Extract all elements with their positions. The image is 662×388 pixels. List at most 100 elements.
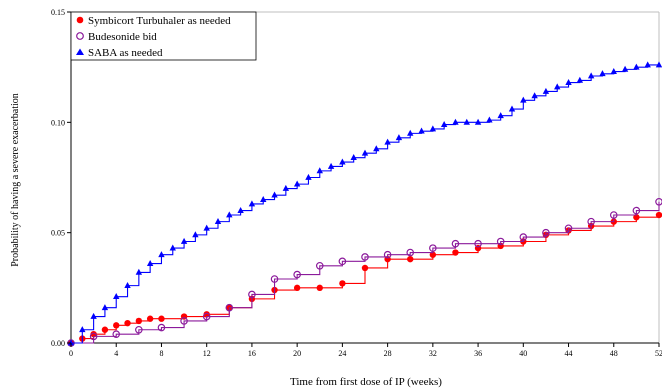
data-point-saba bbox=[554, 83, 561, 90]
data-point-symbicort bbox=[158, 315, 165, 322]
data-point-saba bbox=[90, 312, 97, 319]
data-point-symbicort bbox=[339, 280, 346, 287]
data-point-budesonide bbox=[293, 270, 301, 279]
data-point-saba bbox=[621, 65, 629, 72]
data-point-saba bbox=[531, 92, 538, 99]
legend-marker-budesonide bbox=[76, 32, 84, 40]
data-point-symbicort bbox=[135, 317, 143, 325]
data-point-saba bbox=[271, 191, 278, 198]
series-line-1 bbox=[71, 201, 660, 344]
series-layer bbox=[67, 61, 662, 347]
data-point-saba bbox=[463, 118, 470, 125]
data-point-budesonide bbox=[474, 239, 482, 248]
legend-label-saba: SABA as needed bbox=[88, 47, 163, 59]
data-point-budesonide bbox=[270, 275, 279, 283]
data-point-saba bbox=[248, 200, 256, 207]
data-point-saba bbox=[587, 72, 595, 79]
data-point-symbicort bbox=[113, 322, 120, 329]
data-point-budesonide bbox=[406, 248, 415, 257]
data-point-budesonide bbox=[542, 228, 550, 237]
data-point-budesonide bbox=[609, 211, 618, 219]
data-point-symbicort bbox=[452, 249, 459, 256]
data-point-saba bbox=[79, 326, 86, 333]
y-tick-label: 0.00 bbox=[51, 339, 65, 348]
data-point-budesonide bbox=[338, 257, 347, 266]
data-point-saba bbox=[452, 118, 459, 125]
data-point-saba bbox=[260, 195, 267, 202]
data-point-budesonide bbox=[496, 237, 505, 246]
data-point-symbicort bbox=[655, 211, 662, 219]
data-point-saba bbox=[633, 63, 640, 70]
data-point-budesonide bbox=[89, 332, 98, 341]
data-point-saba bbox=[214, 218, 222, 225]
legend-marker-saba bbox=[76, 48, 84, 55]
data-point-symbicort bbox=[429, 251, 437, 258]
series-line-2 bbox=[71, 64, 659, 344]
data-point-saba bbox=[576, 76, 584, 83]
y-axis-title: Probability of having a severe exacerbat… bbox=[10, 93, 21, 267]
x-tick-label: 44 bbox=[565, 349, 573, 358]
data-point-budesonide bbox=[564, 224, 573, 233]
data-point-saba bbox=[474, 118, 482, 125]
axes: 0 4 8 12 16 20 24 28 32 36 40 44 48 520.000.050.100.1… bbox=[51, 8, 662, 358]
data-point-saba bbox=[655, 61, 662, 68]
data-point-saba bbox=[293, 180, 301, 187]
series-line-0 bbox=[71, 215, 660, 344]
x-tick-label: 24 bbox=[338, 349, 346, 358]
x-tick-label: 12 bbox=[203, 349, 211, 358]
data-point-saba bbox=[418, 127, 425, 134]
data-point-saba bbox=[135, 268, 143, 275]
y-tick-label: 0.05 bbox=[51, 229, 65, 238]
data-point-saba bbox=[644, 61, 651, 68]
data-point-saba bbox=[373, 145, 380, 152]
data-point-budesonide bbox=[519, 233, 528, 241]
data-point-saba bbox=[339, 158, 346, 165]
data-point-saba bbox=[305, 173, 312, 180]
data-point-budesonide bbox=[248, 290, 256, 299]
data-point-saba bbox=[361, 149, 369, 156]
x-tick-label: 28 bbox=[384, 349, 392, 358]
data-point-saba bbox=[101, 304, 109, 311]
data-point-saba bbox=[158, 251, 165, 258]
data-point-saba bbox=[542, 87, 550, 94]
plot-frame bbox=[70, 11, 660, 344]
data-point-budesonide bbox=[361, 253, 369, 261]
data-point-budesonide bbox=[180, 317, 188, 325]
x-tick-label: 16 bbox=[248, 349, 256, 358]
data-point-budesonide bbox=[225, 303, 234, 312]
data-point-saba bbox=[486, 116, 493, 123]
data-point-saba bbox=[282, 184, 290, 191]
data-point-saba bbox=[169, 244, 176, 251]
data-point-saba bbox=[237, 207, 244, 213]
x-tick-label: 52 bbox=[655, 349, 662, 358]
data-point-symbicort bbox=[146, 315, 154, 322]
data-point-symbicort bbox=[124, 319, 131, 327]
data-point-saba bbox=[429, 125, 437, 132]
data-point-budesonide bbox=[451, 239, 460, 248]
data-point-budesonide bbox=[135, 325, 143, 334]
data-point-saba bbox=[203, 224, 210, 231]
data-point-budesonide bbox=[429, 244, 437, 252]
data-point-saba bbox=[113, 293, 120, 300]
data-point-saba bbox=[565, 79, 572, 86]
legend-label-symbicort: Symbicort Turbuhaler as needed bbox=[88, 15, 231, 27]
data-point-saba bbox=[146, 259, 154, 266]
data-point-saba bbox=[395, 134, 403, 141]
y-tick-label: 0.10 bbox=[51, 118, 65, 127]
data-point-saba bbox=[610, 67, 617, 74]
legend-label-budesonide: Budesonide bid bbox=[88, 31, 157, 43]
data-point-saba bbox=[327, 162, 335, 169]
data-point-saba bbox=[226, 211, 233, 218]
data-point-saba bbox=[407, 129, 414, 136]
data-point-budesonide bbox=[587, 217, 595, 226]
data-point-saba bbox=[67, 339, 75, 346]
data-point-budesonide bbox=[383, 250, 392, 259]
x-tick-label: 48 bbox=[610, 349, 618, 358]
data-point-budesonide bbox=[112, 330, 121, 338]
x-axis-title: Time from first dose of IP (weeks) bbox=[290, 376, 442, 388]
data-point-symbicort bbox=[407, 255, 414, 263]
data-point-budesonide bbox=[315, 261, 324, 270]
data-point-budesonide bbox=[202, 312, 211, 321]
x-tick-label: 20 bbox=[293, 349, 301, 358]
